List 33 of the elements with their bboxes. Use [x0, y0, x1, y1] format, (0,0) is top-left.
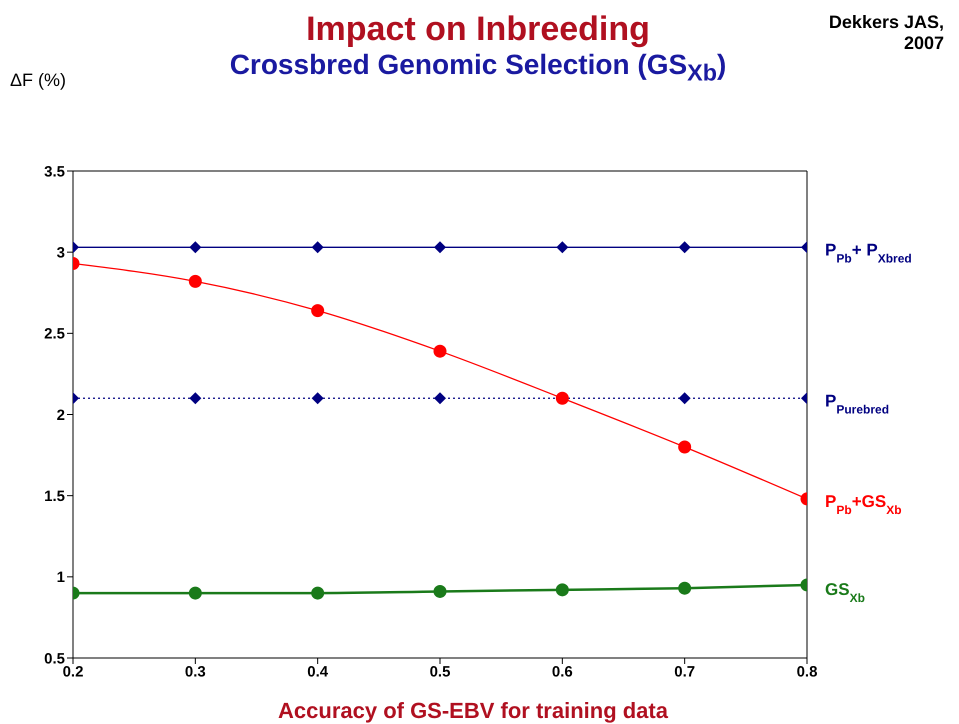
y-tick-label: 3: [56, 244, 65, 262]
y-tick-label: 0.5: [44, 650, 65, 668]
point: [556, 583, 569, 596]
point: [434, 241, 446, 254]
series-label: GS$_{Xb}$: [825, 580, 865, 605]
point: [312, 241, 324, 254]
point: [556, 241, 568, 254]
point: [312, 392, 324, 404]
point: [434, 392, 446, 404]
point: [311, 304, 324, 318]
y-tick-label: 2: [56, 406, 65, 424]
chart-subtitle: Crossbred Genomic Selection (GS$_{Xb}$): [228, 49, 728, 87]
y-tick-label: 1.5: [44, 488, 65, 505]
x-tick-label: 0.5: [430, 664, 450, 681]
point: [434, 584, 446, 598]
x-tick-label: 0.2: [62, 664, 84, 681]
series-label: P$_{Pb}$+GS$_{Xb}$: [825, 492, 902, 517]
y-tick-label: 1: [56, 569, 65, 586]
text: Dekkers JAS, 2007: [828, 12, 944, 54]
chart-title: Impact on Inbreeding: [306, 10, 650, 48]
x-axis-title: Accuracy of GS-EBV for training data: [277, 698, 670, 724]
x-tick-label: 0.4: [307, 664, 329, 681]
y-tick-label: 3.5: [44, 163, 65, 180]
x-tick-label: 0.3: [184, 664, 206, 681]
series-label: P$_{Purebred}$: [825, 391, 890, 416]
y-tick-label: 2.5: [44, 326, 65, 343]
point: [434, 344, 446, 358]
x-tick-label: 0.6: [552, 664, 573, 681]
y-axis-title: ΔF (%): [10, 70, 66, 91]
x-tick-label: 0.8: [796, 664, 818, 681]
series-label: P$_{Pb}$+ P$_{Xbred}$: [825, 240, 912, 266]
x-tick-label: 0.7: [674, 664, 696, 681]
point: [311, 586, 324, 600]
